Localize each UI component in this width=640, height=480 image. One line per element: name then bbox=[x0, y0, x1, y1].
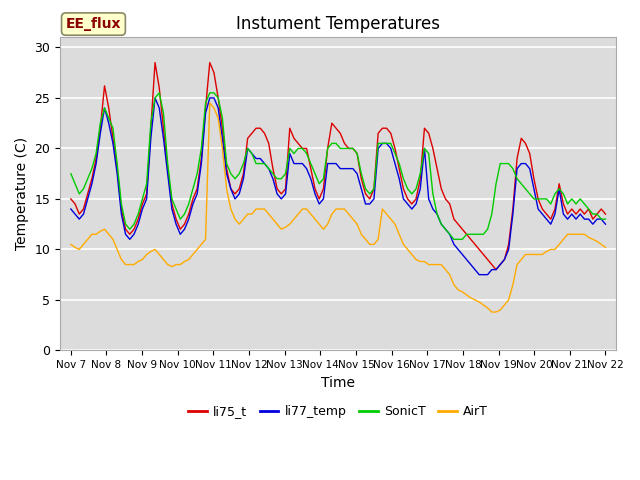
li77_temp bbox=[269, 176, 276, 181]
li75_t bbox=[602, 211, 609, 217]
Line: AirT: AirT bbox=[71, 103, 605, 312]
Legend: li75_t, li77_temp, SonicT, AirT: li75_t, li77_temp, SonicT, AirT bbox=[183, 400, 493, 423]
li77_temp bbox=[67, 206, 75, 212]
Line: li77_temp: li77_temp bbox=[71, 98, 605, 275]
li77_temp bbox=[585, 216, 593, 222]
li77_temp bbox=[349, 166, 356, 171]
Line: li75_t: li75_t bbox=[71, 62, 605, 270]
li77_temp bbox=[151, 95, 159, 101]
li75_t bbox=[290, 135, 298, 141]
SonicT bbox=[450, 237, 458, 242]
li75_t bbox=[67, 196, 75, 202]
SonicT bbox=[290, 151, 298, 156]
li75_t bbox=[585, 206, 593, 212]
li75_t bbox=[534, 196, 542, 202]
li75_t bbox=[349, 145, 356, 151]
AirT bbox=[585, 234, 593, 240]
li77_temp bbox=[476, 272, 483, 277]
SonicT bbox=[349, 145, 356, 151]
AirT bbox=[290, 216, 298, 222]
li75_t bbox=[492, 267, 500, 273]
li77_temp bbox=[602, 221, 609, 227]
AirT bbox=[269, 216, 276, 222]
AirT bbox=[349, 216, 356, 222]
li77_temp bbox=[202, 110, 209, 116]
SonicT bbox=[269, 171, 276, 177]
AirT bbox=[67, 241, 75, 247]
SonicT bbox=[156, 90, 163, 96]
li77_temp bbox=[534, 206, 542, 212]
li75_t bbox=[202, 105, 209, 111]
SonicT bbox=[67, 171, 75, 177]
SonicT bbox=[534, 196, 542, 202]
AirT bbox=[198, 241, 205, 247]
AirT bbox=[206, 100, 214, 106]
Y-axis label: Temperature (C): Temperature (C) bbox=[15, 137, 29, 251]
li77_temp bbox=[290, 161, 298, 167]
AirT bbox=[488, 309, 495, 315]
Line: SonicT: SonicT bbox=[71, 93, 605, 240]
Title: Instument Temperatures: Instument Temperatures bbox=[236, 15, 440, 33]
AirT bbox=[534, 252, 542, 257]
li75_t bbox=[151, 60, 159, 65]
X-axis label: Time: Time bbox=[321, 376, 355, 390]
SonicT bbox=[602, 216, 609, 222]
AirT bbox=[602, 244, 609, 250]
SonicT bbox=[202, 100, 209, 106]
Text: EE_flux: EE_flux bbox=[66, 17, 121, 31]
SonicT bbox=[585, 206, 593, 212]
li75_t bbox=[269, 166, 276, 171]
